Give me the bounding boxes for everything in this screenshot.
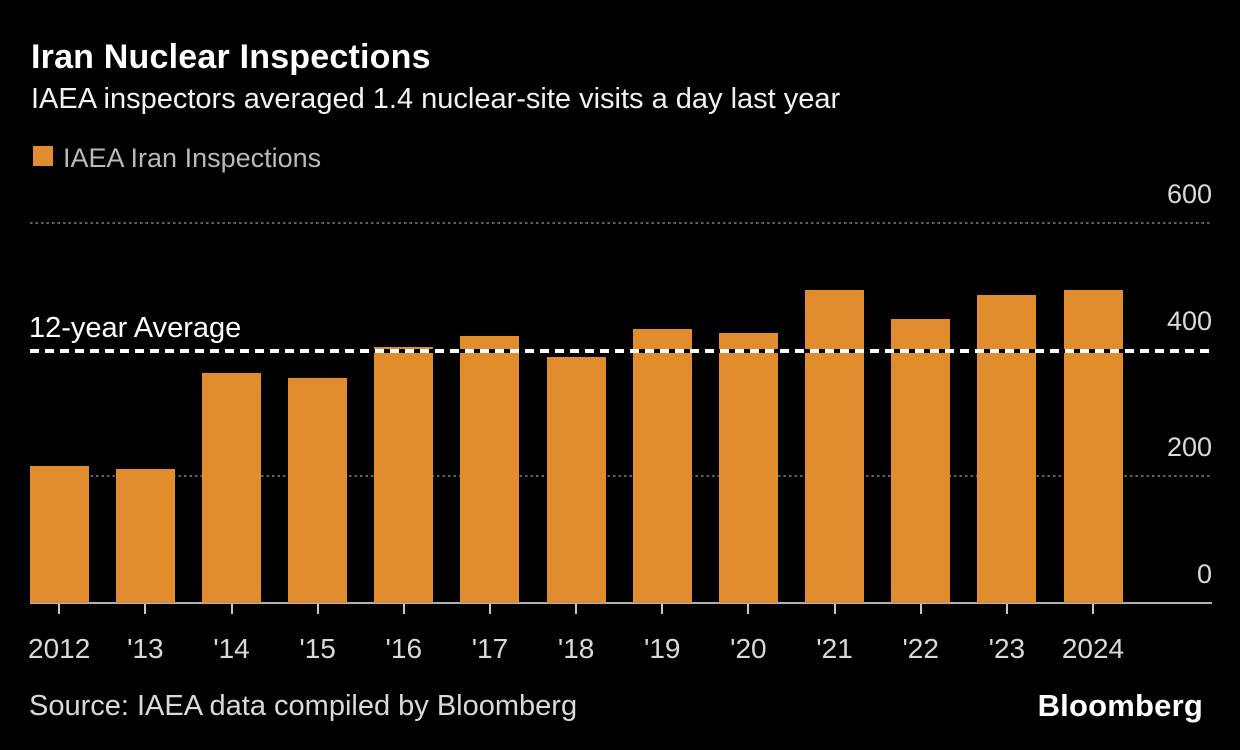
- gridline-200: [30, 475, 1212, 478]
- bar-20: [718, 332, 778, 603]
- x-axis-baseline: [30, 602, 1212, 604]
- x-axis-label-10: '22: [902, 633, 939, 664]
- legend-swatch-icon: [33, 146, 53, 166]
- x-axis-tick-10: [919, 604, 922, 614]
- x-axis-tick-7: [661, 604, 664, 614]
- source-note: Source: IAEA data compiled by Bloomberg: [29, 690, 578, 722]
- x-axis-tick-12: [1092, 604, 1094, 614]
- x-axis-label-1: '13: [127, 633, 164, 664]
- bar-2024: [1063, 290, 1123, 603]
- x-axis-tick-5: [488, 604, 491, 614]
- x-axis-label-9: '21: [816, 633, 853, 664]
- y-axis-label-400: 400: [1166, 305, 1212, 336]
- y-axis-label-200: 200: [1166, 432, 1212, 463]
- x-axis-label-11: '23: [988, 633, 1026, 664]
- y-axis-label-0: 0: [1196, 559, 1212, 589]
- legend-label: IAEA Iran Inspections: [63, 143, 322, 173]
- bar-13: [115, 468, 175, 603]
- bar-17: [460, 336, 520, 603]
- x-axis-tick-3: [316, 604, 319, 614]
- bar-15: [288, 377, 348, 603]
- chart-subtitle: IAEA inspectors averaged 1.4 nuclear-sit…: [31, 83, 841, 115]
- average-line-label: 12-year Average: [29, 312, 242, 344]
- x-axis-label-5: '17: [471, 633, 509, 664]
- x-axis-label-12: 2024: [1061, 633, 1125, 664]
- x-axis-label-8: '20: [730, 633, 767, 664]
- bar-21: [805, 289, 865, 603]
- y-axis-label-600: 600: [1166, 179, 1212, 209]
- bloomberg-logo: Bloomberg: [1037, 688, 1203, 723]
- bar-16: [374, 347, 434, 603]
- bar-22: [891, 318, 951, 603]
- x-axis-label-3: '15: [299, 633, 336, 664]
- bar-18: [546, 357, 606, 603]
- chart-title: Iran Nuclear Inspections: [31, 38, 431, 76]
- bar-19: [632, 329, 692, 603]
- x-axis-tick-1: [144, 604, 147, 614]
- bar-2012: [29, 465, 89, 603]
- average-reference-line: [30, 349, 1212, 353]
- x-axis-tick-11: [1005, 604, 1008, 614]
- x-axis-tick-2: [230, 604, 233, 614]
- bar-23: [977, 295, 1037, 603]
- x-axis-tick-4: [402, 604, 405, 614]
- x-axis-tick-0: [58, 604, 61, 614]
- gridline-600: [30, 222, 1212, 224]
- x-axis-tick-8: [747, 604, 750, 614]
- x-axis-label-6: '18: [557, 633, 595, 664]
- x-axis-label-7: '19: [644, 633, 681, 664]
- x-axis-label-2: '14: [213, 633, 250, 664]
- x-axis-tick-6: [575, 604, 578, 614]
- bar-14: [202, 373, 261, 603]
- x-axis-label-0: 2012: [28, 633, 91, 664]
- x-axis-tick-9: [833, 604, 836, 614]
- x-axis-label-4: '16: [385, 633, 423, 664]
